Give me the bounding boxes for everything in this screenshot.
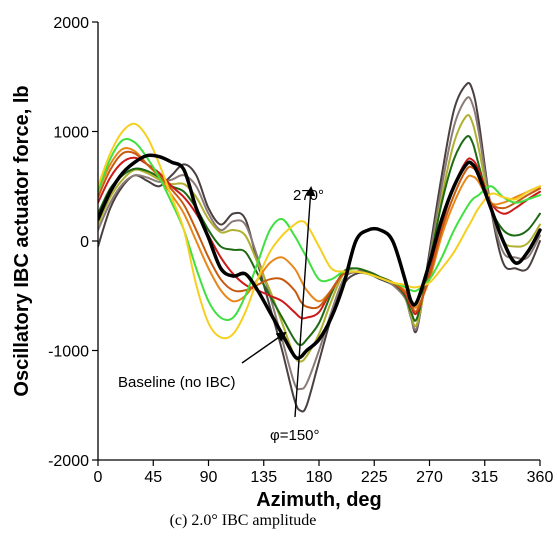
x-tick-label-8: 360 bbox=[527, 469, 554, 486]
x-tick-label-7: 315 bbox=[471, 469, 498, 486]
y-tick-label-3: 1000 bbox=[53, 125, 89, 142]
series-line-4 bbox=[98, 135, 541, 347]
series-line-6 bbox=[98, 147, 541, 309]
x-tick-label-2: 90 bbox=[200, 469, 218, 486]
phase-start-label: φ=150° bbox=[270, 427, 320, 444]
y-tick-label-1: -1000 bbox=[48, 344, 89, 361]
x-tick-label-3: 135 bbox=[250, 469, 277, 486]
figure-caption: (c) 2.0° IBC amplitude bbox=[170, 512, 317, 529]
phase-arrow bbox=[294, 186, 316, 418]
series-line-9 bbox=[98, 122, 541, 340]
y-axis-title: Oscillatory IBC actuator force, lb bbox=[11, 85, 33, 396]
series-line-0 bbox=[98, 153, 542, 361]
baseline-label: Baseline (no IBC) bbox=[118, 374, 236, 391]
series-layer bbox=[98, 82, 542, 413]
phase-end-label: 270° bbox=[293, 187, 324, 204]
x-tick-label-5: 225 bbox=[361, 469, 388, 486]
series-line-3 bbox=[98, 114, 541, 363]
y-tick-label-2: 0 bbox=[80, 234, 89, 251]
x-tick-label-1: 45 bbox=[144, 469, 162, 486]
x-tick-label-6: 270 bbox=[416, 469, 443, 486]
series-line-8 bbox=[98, 137, 541, 322]
ticks-layer: 0 45 90 135 180 225 270 315 360 -2000 -1000 0 1000 20… bbox=[48, 15, 553, 486]
series-line-2 bbox=[98, 96, 541, 391]
y-tick-label-0: -2000 bbox=[48, 453, 89, 470]
series-line-7 bbox=[98, 150, 541, 313]
x-axis-title: Azimuth, deg bbox=[256, 489, 382, 511]
x-tick-label-4: 180 bbox=[306, 469, 333, 486]
y-tick-label-4: 2000 bbox=[53, 15, 89, 32]
x-tick-label-0: 0 bbox=[94, 469, 103, 486]
baseline-arrow bbox=[241, 331, 287, 364]
series-line-5 bbox=[98, 156, 541, 320]
